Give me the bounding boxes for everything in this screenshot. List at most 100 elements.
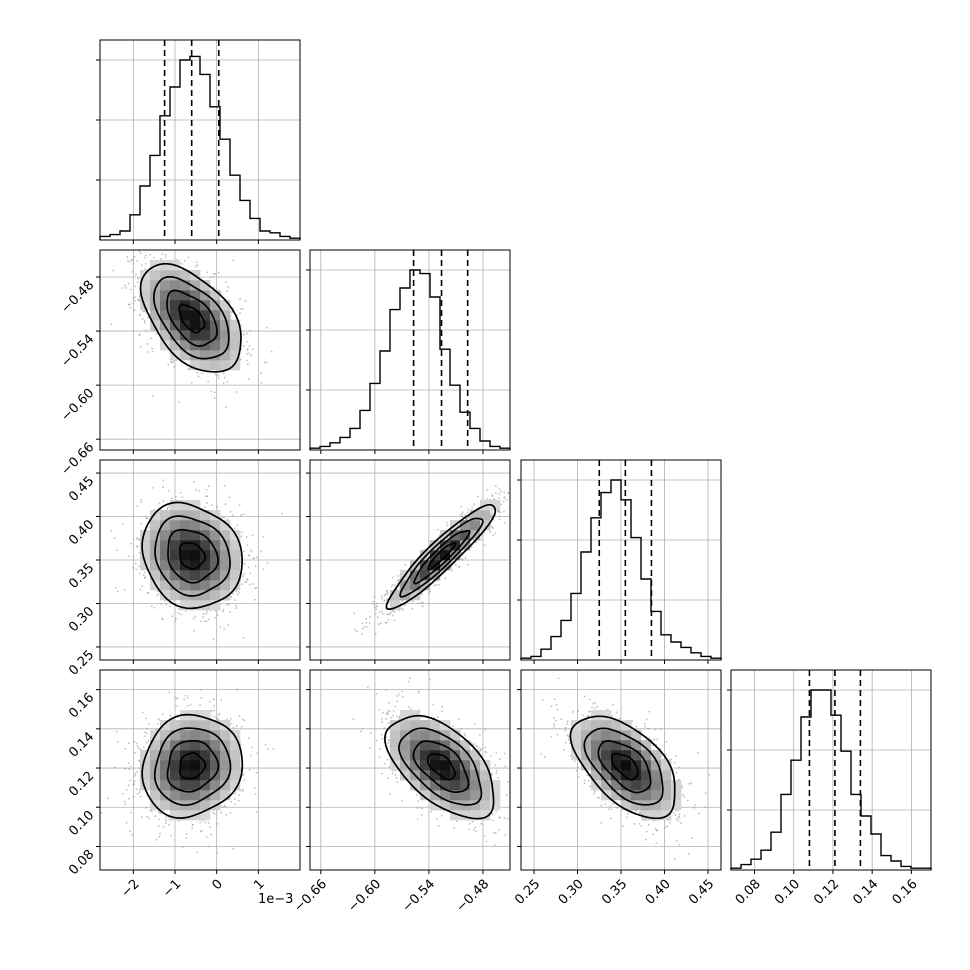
scatter-point (665, 753, 668, 756)
scatter-point (396, 716, 398, 718)
scatter-point (454, 564, 457, 567)
scatter-point (681, 784, 683, 787)
scatter-point (244, 581, 246, 583)
density-cell (440, 780, 451, 791)
scatter-point (110, 323, 113, 326)
scatter-point (391, 772, 394, 775)
density-cell (230, 760, 241, 771)
scatter-point (543, 756, 546, 758)
density-cell (400, 750, 411, 761)
density-cell (220, 730, 231, 741)
scatter-panel-1-3 (309, 669, 511, 871)
scatter-point (234, 792, 237, 795)
scatter-point (216, 506, 219, 508)
scatter-point (161, 713, 164, 716)
scatter-point (143, 571, 146, 574)
scatter-point (677, 816, 680, 819)
density-cell (601, 710, 612, 721)
y-tick-label-param-3: 0.10 (66, 808, 97, 839)
scatter-point (491, 819, 494, 822)
scatter-point (464, 514, 467, 517)
scatter-point (243, 345, 245, 347)
density-cell (170, 810, 181, 821)
density-cell (190, 600, 201, 611)
scatter-point (611, 802, 614, 805)
scatter-point (494, 485, 497, 487)
scatter-point (398, 693, 400, 696)
density-cell (661, 780, 672, 791)
scatter-point (499, 758, 501, 761)
scatter-point (383, 599, 386, 602)
scatter-point (505, 498, 508, 501)
density-cell (220, 530, 231, 541)
density-cell (200, 770, 211, 781)
density-cell (190, 750, 201, 761)
scatter-point (236, 688, 239, 691)
scatter-point (175, 617, 177, 620)
density-cell (581, 730, 592, 741)
scatter-point (143, 256, 146, 259)
y-tick-label-param-1: −0.54 (59, 332, 98, 371)
density-cell (150, 750, 161, 761)
scatter-point (217, 271, 220, 274)
scatter-point (564, 741, 567, 744)
density-cell (651, 790, 662, 801)
density-cell (190, 730, 201, 741)
scatter-point (635, 810, 637, 812)
density-cell (200, 310, 211, 321)
scatter-point (132, 555, 135, 558)
scatter-point (583, 782, 586, 785)
density-cell (220, 300, 231, 311)
scatter-point (247, 348, 249, 351)
scatter-point (150, 337, 152, 340)
scatter-point (205, 488, 208, 491)
scatter-point (525, 785, 527, 787)
scatter-point (143, 319, 146, 322)
scatter-point (227, 623, 230, 626)
scatter-point (386, 713, 389, 716)
scatter-point (200, 830, 203, 832)
density-cell (661, 810, 672, 821)
scatter-point (390, 716, 393, 719)
scatter-grid-1-2 (310, 460, 510, 660)
density-cell (591, 750, 602, 761)
scatter-point (391, 576, 394, 579)
scatter-point (167, 823, 170, 826)
scatter-point (564, 729, 567, 732)
scatter-point (378, 756, 381, 758)
density-cell (220, 790, 231, 801)
density-cell (220, 590, 231, 601)
scatter-point (388, 739, 390, 742)
scatter-point (264, 743, 267, 746)
scatter-point (374, 613, 377, 616)
scatter-point (165, 819, 168, 822)
scatter-point (230, 800, 233, 803)
scatter-point (128, 797, 130, 800)
scatter-point (683, 796, 686, 798)
scatter-point (224, 503, 227, 505)
scatter-point (388, 612, 391, 615)
scatter-point (254, 587, 256, 590)
scatter-point (153, 606, 156, 609)
x-tick-label-param-3: 0.10 (772, 877, 803, 908)
density-cell (571, 720, 582, 731)
density-cell (611, 770, 622, 781)
scatter-point (596, 705, 599, 708)
scatter-point (175, 705, 178, 707)
density-cell (230, 550, 241, 561)
scatter-point (200, 696, 202, 699)
density-cell (440, 750, 451, 761)
scatter-point (504, 765, 507, 768)
scatter-point (129, 779, 132, 782)
scatter-point (157, 811, 160, 814)
density-cell (160, 760, 171, 771)
scatter-point (644, 725, 646, 728)
scatter-point (392, 709, 395, 712)
density-cell (440, 770, 451, 781)
density-cell (410, 740, 421, 751)
density-cell (450, 790, 461, 801)
scatter-point (140, 501, 142, 504)
density-cell (200, 810, 211, 821)
scatter-point (594, 707, 597, 709)
scatter-point (129, 830, 132, 833)
